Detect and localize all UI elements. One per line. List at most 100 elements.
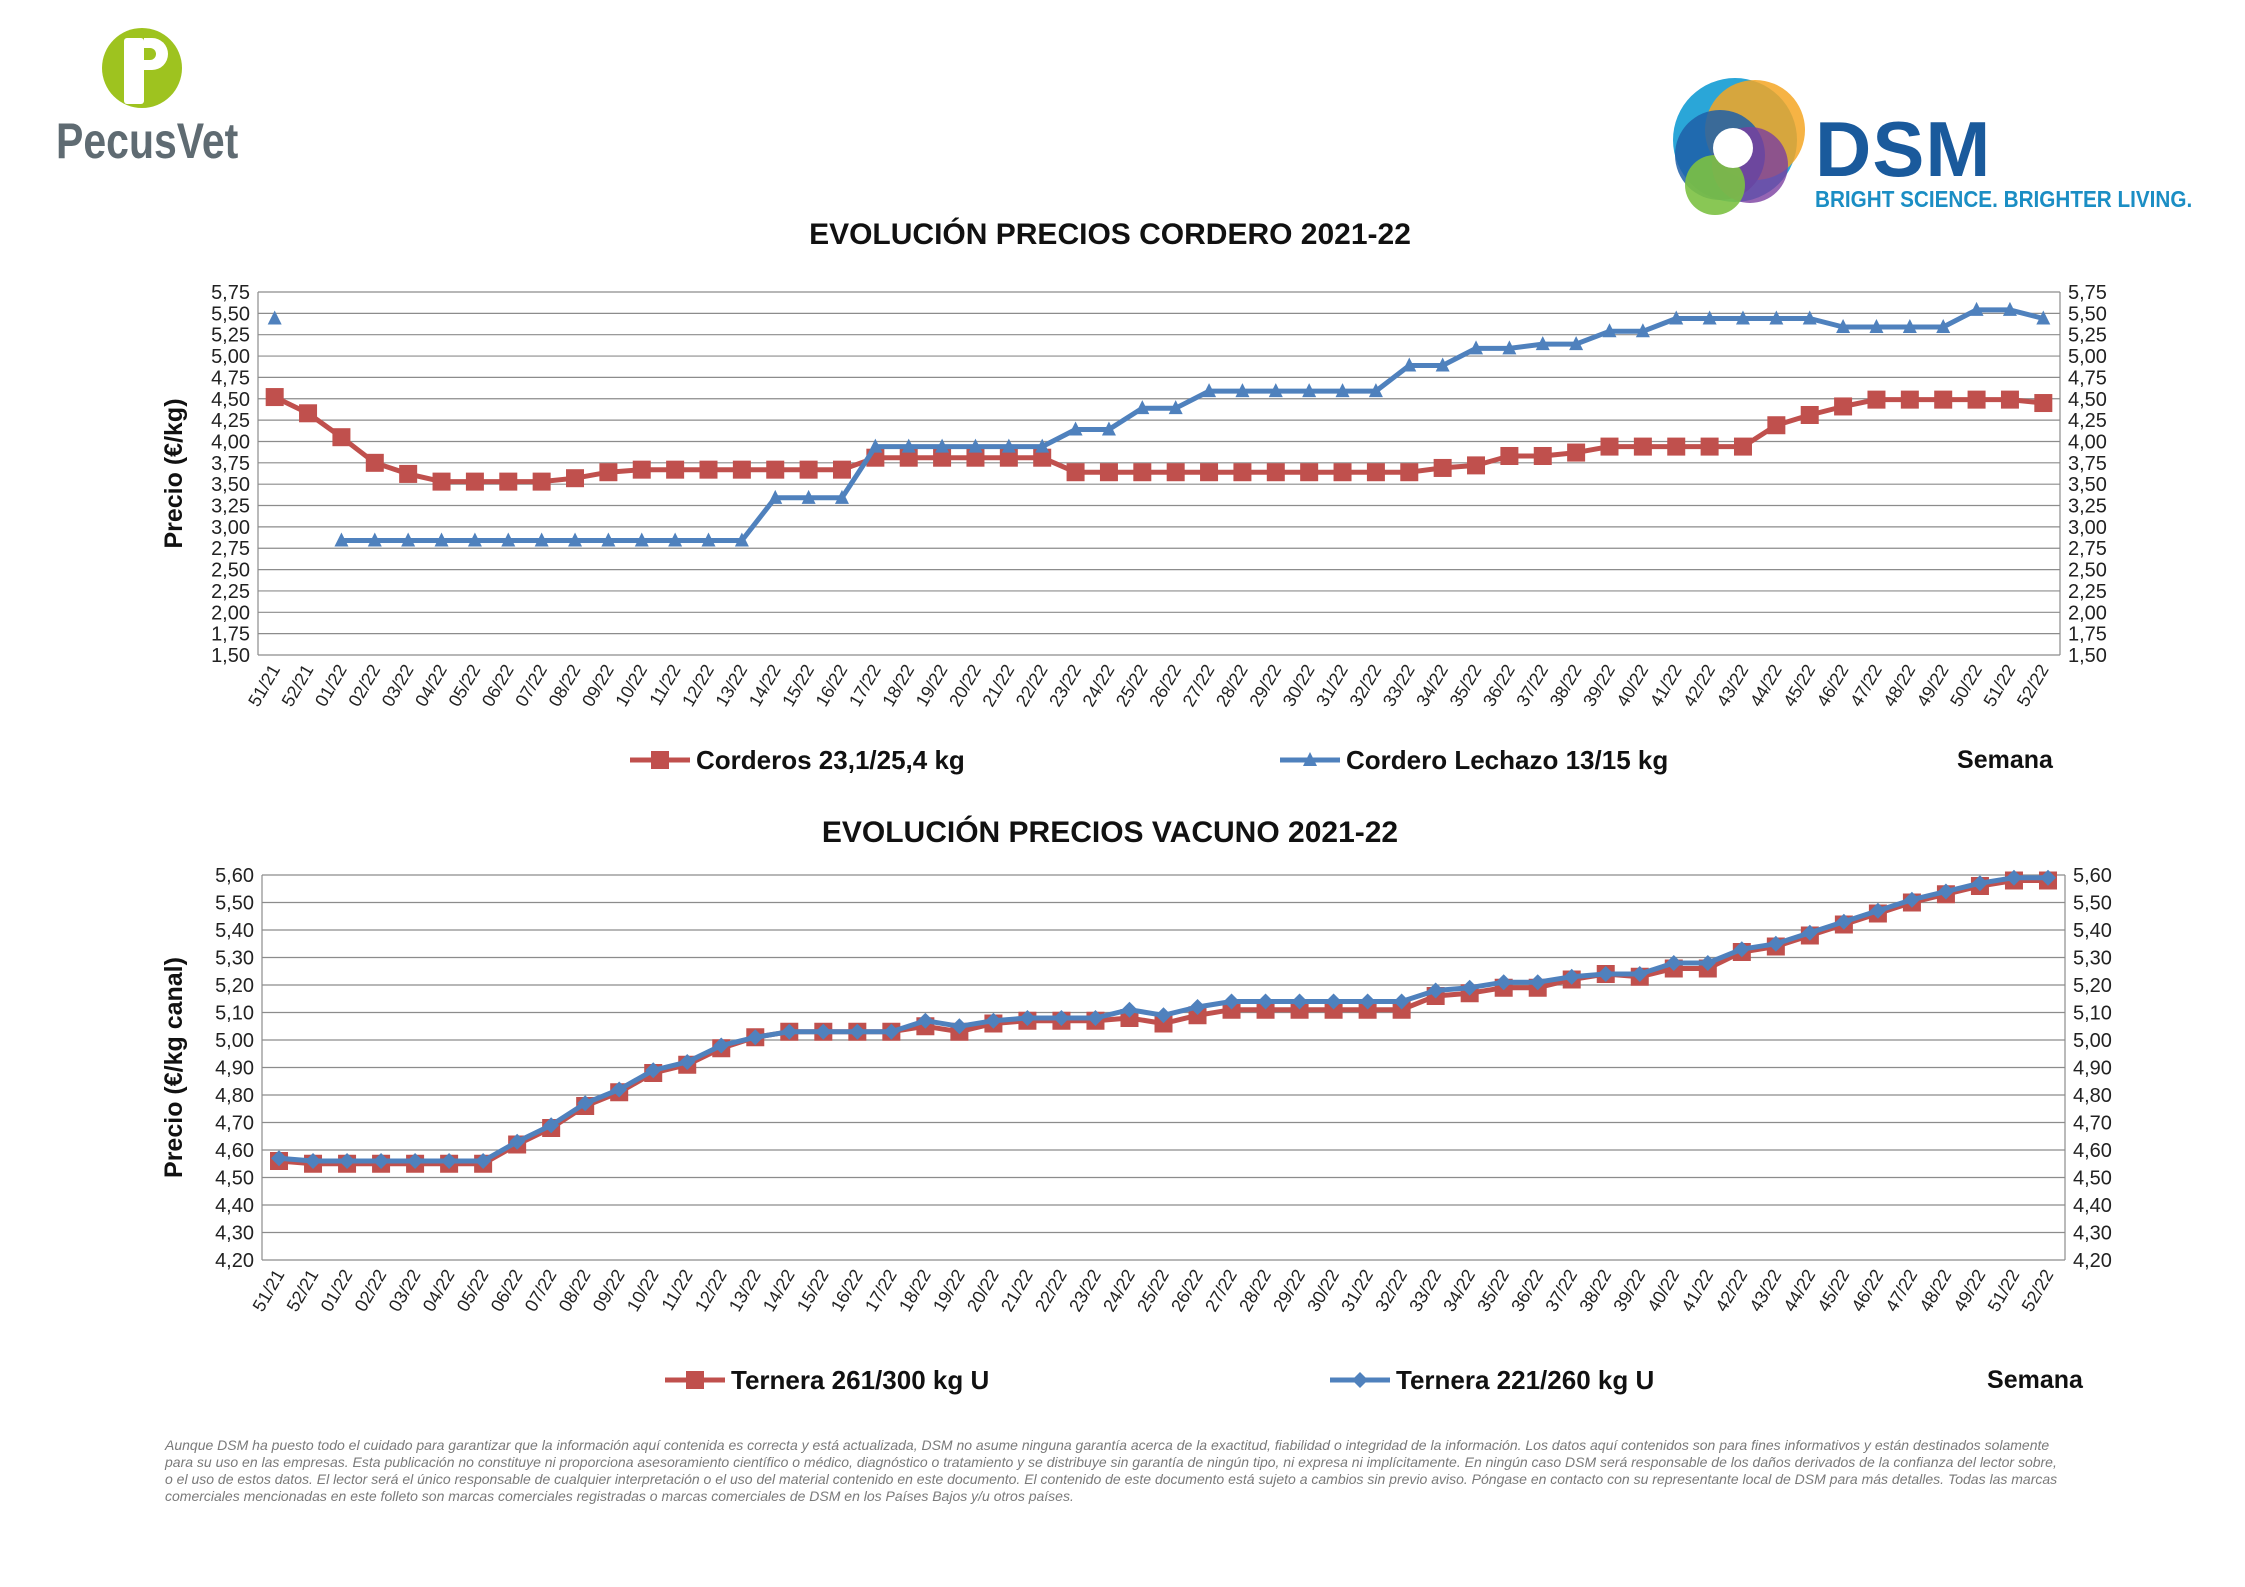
x-tick-label: 50/22 bbox=[1946, 661, 1986, 710]
x-tick-label: 12/22 bbox=[691, 1266, 731, 1315]
data-point-square bbox=[1166, 463, 1185, 482]
x-tick-label: 02/22 bbox=[344, 661, 384, 710]
x-tick-label: 27/22 bbox=[1201, 1266, 1241, 1315]
data-point-diamond bbox=[1495, 974, 1512, 991]
x-tick-label: 36/22 bbox=[1479, 661, 1519, 710]
x-tick-label: 07/22 bbox=[521, 1266, 561, 1315]
data-point-square bbox=[933, 448, 952, 467]
data-point-triangle bbox=[1402, 357, 1417, 372]
data-point-square bbox=[1567, 443, 1586, 462]
x-tick-label: 28/22 bbox=[1212, 661, 1252, 710]
x-tick-label: 42/22 bbox=[1679, 661, 1719, 710]
data-point-square bbox=[799, 460, 818, 479]
x-tick-label: 05/22 bbox=[445, 661, 485, 710]
data-point-triangle bbox=[801, 489, 816, 504]
y-tick-label-left: 4,80 bbox=[215, 1085, 254, 1107]
data-point-diamond bbox=[1733, 941, 1750, 958]
data-point-triangle bbox=[1902, 319, 1917, 334]
x-tick-label: 52/21 bbox=[278, 661, 318, 710]
data-point-square bbox=[399, 464, 418, 483]
data-point-diamond bbox=[1019, 1010, 1036, 1026]
y-tick-label-left: 2,75 bbox=[211, 538, 250, 560]
x-tick-label: 41/22 bbox=[1677, 1266, 1717, 1315]
data-point-diamond bbox=[883, 1023, 900, 1040]
x-tick-label: 29/22 bbox=[1245, 661, 1285, 710]
data-point-triangle bbox=[768, 489, 783, 504]
data-point-square bbox=[299, 404, 318, 423]
series-line bbox=[341, 307, 2044, 543]
x-tick-label: 44/22 bbox=[1779, 1266, 1819, 1315]
y-tick-label-left: 5,20 bbox=[215, 975, 254, 997]
x-tick-label: 38/22 bbox=[1546, 661, 1586, 710]
x-tick-label: 48/22 bbox=[1879, 661, 1919, 710]
x-tick-label: 52/22 bbox=[2013, 661, 2053, 710]
x-tick-label: 25/22 bbox=[1133, 1266, 1173, 1315]
data-point-square bbox=[599, 463, 618, 482]
data-point-triangle bbox=[734, 532, 749, 547]
x-tick-label: 52/22 bbox=[2018, 1266, 2058, 1315]
data-point-diamond bbox=[1699, 955, 1716, 971]
x-tick-label: 19/22 bbox=[912, 661, 952, 710]
y-tick-label-left: 4,75 bbox=[211, 367, 250, 389]
data-point-diamond bbox=[543, 1117, 560, 1134]
x-tick-label: 33/22 bbox=[1379, 661, 1419, 710]
y-tick-label-left: 2,50 bbox=[211, 560, 250, 582]
data-point-diamond bbox=[1529, 974, 1546, 991]
data-point-diamond bbox=[1053, 1010, 1070, 1026]
data-point-triangle bbox=[1769, 310, 1784, 325]
x-tick-label: 30/22 bbox=[1279, 661, 1319, 710]
data-point-diamond bbox=[1937, 883, 1954, 900]
data-point-square bbox=[832, 460, 851, 479]
y-tick-label-left: 3,25 bbox=[211, 496, 250, 518]
data-point-square bbox=[566, 469, 585, 488]
data-point-diamond bbox=[1631, 966, 1648, 982]
x-tick-label: 17/22 bbox=[845, 661, 885, 710]
data-point-square bbox=[1222, 1000, 1241, 1019]
y-tick-label-right: 4,20 bbox=[2073, 1250, 2112, 1272]
y-tick-label-left: 5,10 bbox=[215, 1003, 254, 1025]
data-point-diamond bbox=[305, 1153, 322, 1169]
x-tick-label: 34/22 bbox=[1412, 661, 1452, 710]
chart-cordero: EVOLUCIÓN PRECIOS CORDERO 2021-22 1,50 1,5… bbox=[160, 217, 2107, 775]
y-tick-label-right: 4,50 bbox=[2068, 389, 2107, 411]
data-point-triangle bbox=[2036, 310, 2051, 325]
data-point-diamond bbox=[1903, 891, 1920, 908]
x-tick-label: 38/22 bbox=[1575, 1266, 1615, 1315]
data-point-square bbox=[1800, 405, 1819, 424]
data-point-triangle bbox=[634, 532, 649, 547]
x-tick-label: 18/22 bbox=[895, 1266, 935, 1315]
data-point-diamond bbox=[1189, 999, 1206, 1015]
chart-title: EVOLUCIÓN PRECIOS CORDERO 2021-22 bbox=[809, 217, 1411, 251]
data-point-square bbox=[1500, 446, 1519, 465]
x-tick-label: 01/22 bbox=[311, 661, 351, 710]
y-tick-label-right: 5,50 bbox=[2073, 893, 2112, 915]
x-tick-label: 32/22 bbox=[1371, 1266, 1411, 1315]
x-tick-label: 15/22 bbox=[793, 1266, 833, 1315]
y-tick-label-right: 5,25 bbox=[2068, 325, 2107, 347]
data-point-square bbox=[766, 460, 785, 479]
y-tick-label-right: 4,50 bbox=[2073, 1168, 2112, 1190]
data-point-diamond bbox=[1597, 966, 1614, 982]
data-point-diamond bbox=[645, 1062, 662, 1079]
data-point-diamond bbox=[1563, 968, 1580, 985]
data-point-triangle bbox=[367, 532, 382, 547]
data-point-triangle bbox=[267, 310, 282, 325]
data-point-triangle bbox=[1035, 438, 1050, 453]
y-tick-label-left: 2,25 bbox=[211, 581, 250, 603]
data-point-diamond bbox=[849, 1023, 866, 1040]
x-tick-label: 27/22 bbox=[1179, 661, 1219, 710]
y-tick-label-left: 5,30 bbox=[215, 948, 254, 970]
y-tick-label-right: 5,20 bbox=[2073, 975, 2112, 997]
y-tick-label-right: 4,00 bbox=[2068, 431, 2107, 453]
x-tick-label: 36/22 bbox=[1507, 1266, 1547, 1315]
x-tick-label: 49/22 bbox=[1950, 1266, 1990, 1315]
x-tick-label: 44/22 bbox=[1746, 661, 1786, 710]
y-tick-label-right: 4,25 bbox=[2068, 410, 2107, 432]
y-tick-label-left: 5,00 bbox=[215, 1030, 254, 1052]
data-point-square bbox=[1900, 390, 1919, 409]
y-tick-label-left: 2,00 bbox=[211, 602, 250, 624]
y-tick-label-left: 3,00 bbox=[211, 517, 250, 539]
data-point-triangle bbox=[1669, 310, 1684, 325]
data-point-triangle bbox=[968, 438, 983, 453]
dsm-logo bbox=[1655, 60, 2175, 230]
